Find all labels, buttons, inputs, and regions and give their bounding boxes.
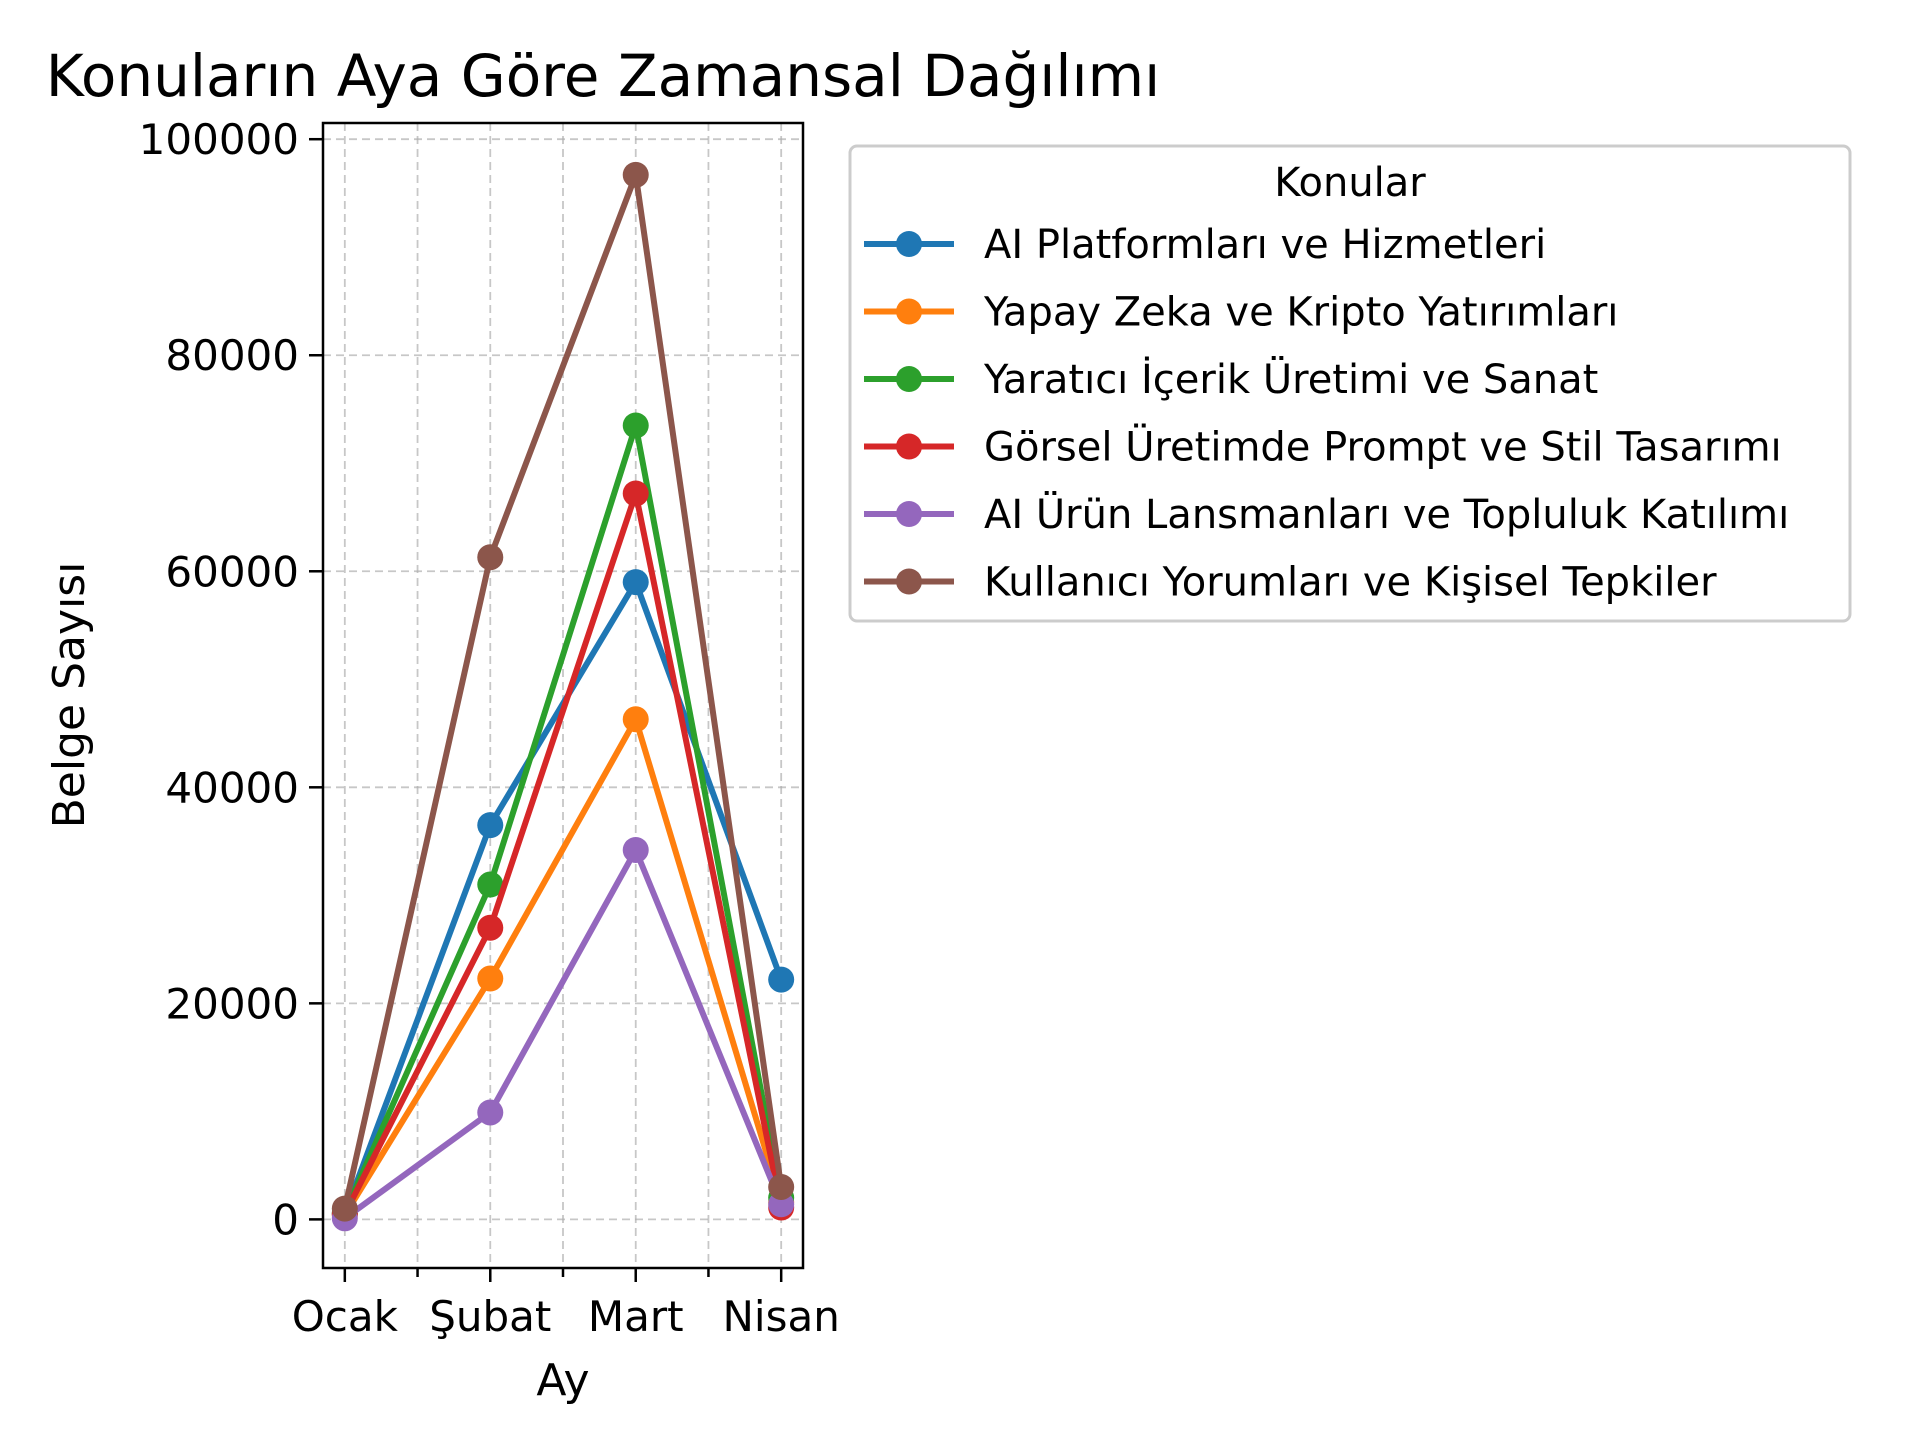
x-tick-label: Nisan	[723, 1292, 840, 1341]
data-point	[477, 1099, 504, 1126]
y-tick-label: 20000	[165, 979, 299, 1028]
series-line	[341, 422, 785, 1216]
legend-entries: AI Platformları ve Hizmetleri Yapay Zeka …	[864, 222, 1789, 606]
legend-item: Yaratıcı İçerik Üretimi ve Sanat	[864, 355, 1598, 403]
data-point	[477, 812, 504, 839]
data-point	[622, 836, 649, 863]
data-point	[768, 1173, 795, 1200]
series-line	[341, 846, 785, 1222]
legend-item: Görsel Üretimde Prompt ve Stil Tasarımı	[864, 423, 1782, 471]
legend-item: AI Platformları ve Hizmetleri	[864, 222, 1546, 268]
x-axis: Ocak Şubat Mart Nisan	[292, 1268, 840, 1341]
y-axis-label: Belge Sayısı	[44, 562, 95, 829]
data-point	[622, 706, 649, 733]
data-point	[477, 544, 504, 571]
y-tick-label: 0	[272, 1195, 299, 1244]
series-line	[341, 490, 785, 1217]
data-point	[622, 161, 649, 188]
chart-title: Konuların Aya Göre Zamansal Dağılımı	[46, 42, 1161, 110]
legend-label: Yaratıcı İçerik Üretimi ve Sanat	[983, 355, 1598, 403]
legend-item: Yapay Zeka ve Kripto Yatırımları	[864, 290, 1618, 336]
legend-label: AI Ürün Lansmanları ve Topluluk Katılımı	[984, 490, 1789, 538]
data-point	[477, 965, 504, 992]
legend-marker	[896, 433, 922, 460]
x-tick-label: Ocak	[292, 1292, 399, 1341]
series-group	[331, 161, 795, 1222]
data-point	[622, 412, 649, 439]
data-point	[331, 1195, 358, 1222]
legend: Konular AI Platformları ve Hizmetleri Yap…	[848, 144, 1852, 623]
data-point	[622, 480, 649, 507]
x-tick-label: Mart	[588, 1292, 684, 1341]
y-tick-label: 40000	[165, 763, 299, 812]
legend-marker	[896, 366, 922, 392]
series-line	[341, 171, 785, 1212]
x-tick-label: Şubat	[429, 1292, 551, 1341]
legend-marker	[896, 298, 922, 325]
series-layer	[331, 161, 795, 1232]
x-axis-label: Ay	[536, 1355, 589, 1406]
data-point	[622, 569, 649, 596]
legend-frame	[848, 144, 1852, 623]
legend-item: AI Ürün Lansmanları ve Topluluk Katılımı	[864, 490, 1789, 538]
legend-label: AI Platformları ve Hizmetleri	[984, 222, 1546, 268]
legend-label: Yapay Zeka ve Kripto Yatırımları	[983, 290, 1618, 336]
legend-marker	[896, 568, 922, 595]
legend-label: Kullanıcı Yorumları ve Kişisel Tepkiler	[984, 560, 1717, 606]
y-axis: 0 20000 40000 60000 80000 100000	[139, 115, 323, 1244]
y-tick-label: 100000	[139, 115, 299, 164]
legend-marker	[896, 501, 922, 527]
legend-title: Konular	[1274, 160, 1426, 206]
y-tick-label: 80000	[165, 331, 299, 380]
legend-marker	[896, 231, 922, 257]
data-point	[477, 871, 504, 898]
y-tick-label: 60000	[165, 547, 299, 596]
series-line	[341, 716, 785, 1219]
data-point	[768, 966, 795, 993]
legend-item: Kullanıcı Yorumları ve Kişisel Tepkiler	[864, 560, 1717, 606]
legend-label: Görsel Üretimde Prompt ve Stil Tasarımı	[984, 423, 1782, 471]
data-point	[477, 914, 504, 941]
